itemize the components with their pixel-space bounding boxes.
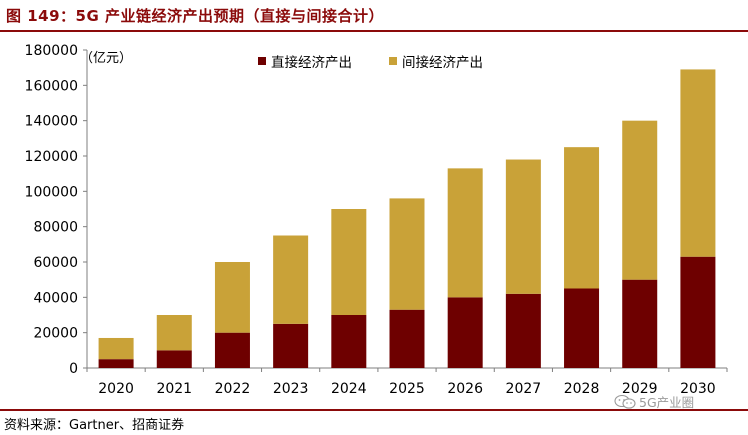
x-tick-label: 2026 [447, 381, 483, 397]
bar-indirect-2030 [680, 69, 716, 257]
y-axis: 0 20000 40000 60000 80000 100000 120000 140000 1… [25, 43, 88, 377]
legend-label-direct: 直接经济产出 [271, 54, 352, 71]
x-tick-label: 2023 [273, 381, 309, 397]
x-tick-label: 2021 [156, 381, 192, 397]
bar-direct-2026 [447, 297, 483, 368]
footer-rule [0, 409, 748, 411]
bar-direct-2020 [98, 359, 134, 368]
x-tick-label: 2028 [564, 381, 600, 397]
y-tick-label: 140000 [25, 114, 78, 130]
y-tick-label: 0 [69, 361, 78, 377]
watermark-text: 5G产业圈 [639, 395, 695, 410]
legend-swatch-indirect [389, 57, 397, 65]
x-tick-label: 2025 [389, 381, 425, 397]
bar-indirect-2021 [156, 315, 192, 351]
bar-direct-2030 [680, 256, 716, 368]
bar-indirect-2020 [98, 337, 134, 360]
source-note: 资料来源：Gartner、招商证券 [4, 418, 185, 433]
stacked-bar-chart: 0 20000 40000 60000 80000 100000 120000 140000 1… [25, 43, 728, 397]
watermark: 5G产业圈 [614, 392, 694, 411]
bar-direct-2023 [273, 323, 309, 368]
legend: 直接经济产出 间接经济产出 [258, 54, 483, 71]
x-tick-label: 2022 [215, 381, 251, 397]
wechat-icon [614, 394, 636, 409]
x-tick-label: 2020 [98, 381, 134, 397]
bar-indirect-2027 [505, 159, 541, 294]
bar-direct-2025 [389, 309, 425, 368]
legend-swatch-direct [258, 57, 266, 65]
bar-direct-2028 [564, 288, 600, 368]
bar-indirect-2029 [622, 120, 658, 280]
x-tick-label: 2029 [622, 381, 658, 397]
x-tick-label: 2024 [331, 381, 367, 397]
bar-direct-2022 [214, 332, 250, 368]
bar-direct-2029 [622, 279, 658, 368]
bar-indirect-2023 [273, 235, 309, 324]
y-tick-label: 20000 [33, 326, 78, 342]
bars [98, 69, 716, 368]
y-tick-label: 80000 [33, 220, 78, 236]
legend-label-indirect: 间接经济产出 [402, 54, 483, 71]
bar-direct-2021 [156, 350, 192, 368]
page-title: 图 149：5G 产业链经济产出预期（直接与间接合计） [6, 7, 385, 25]
bar-indirect-2028 [564, 147, 600, 289]
bar-direct-2024 [331, 315, 367, 368]
y-tick-label: 160000 [25, 78, 78, 94]
bar-direct-2027 [505, 293, 541, 368]
y-tick-label: 100000 [25, 184, 78, 200]
bar-indirect-2022 [214, 262, 250, 333]
x-tick-label: 2030 [680, 381, 716, 397]
y-tick-label: 40000 [33, 290, 78, 306]
y-tick-label: 60000 [33, 255, 78, 271]
y-tick-label: 120000 [25, 149, 78, 165]
y-tick-label: 180000 [25, 43, 78, 59]
bar-indirect-2024 [331, 209, 367, 315]
bar-indirect-2026 [447, 168, 483, 298]
y-unit-label: （亿元） [80, 51, 132, 66]
bar-indirect-2025 [389, 198, 425, 310]
x-tick-label: 2027 [506, 381, 542, 397]
title-rule [0, 30, 748, 32]
